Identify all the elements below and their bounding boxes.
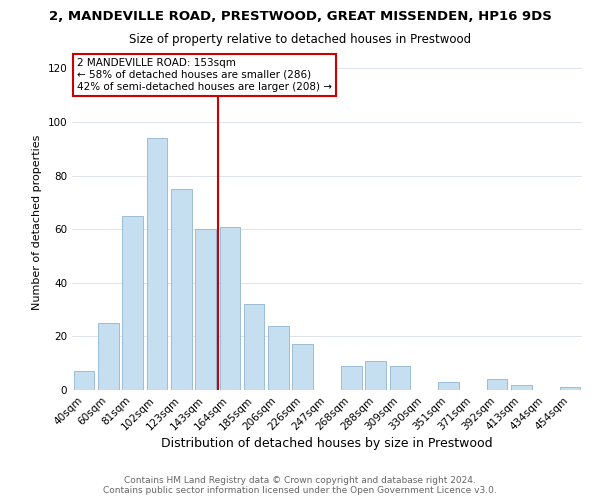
Bar — [341, 366, 362, 390]
Bar — [195, 229, 216, 390]
Bar — [268, 326, 289, 390]
Bar — [389, 366, 410, 390]
Bar — [146, 138, 167, 390]
Bar — [365, 360, 386, 390]
Bar — [511, 384, 532, 390]
Bar — [122, 216, 143, 390]
Y-axis label: Number of detached properties: Number of detached properties — [32, 135, 42, 310]
Text: 2 MANDEVILLE ROAD: 153sqm
← 58% of detached houses are smaller (286)
42% of semi: 2 MANDEVILLE ROAD: 153sqm ← 58% of detac… — [77, 58, 332, 92]
Bar — [560, 388, 580, 390]
Text: Size of property relative to detached houses in Prestwood: Size of property relative to detached ho… — [129, 32, 471, 46]
Bar — [171, 189, 191, 390]
Bar — [292, 344, 313, 390]
Text: Contains HM Land Registry data © Crown copyright and database right 2024.
Contai: Contains HM Land Registry data © Crown c… — [103, 476, 497, 495]
Bar — [438, 382, 459, 390]
Bar — [244, 304, 265, 390]
Bar — [220, 226, 240, 390]
X-axis label: Distribution of detached houses by size in Prestwood: Distribution of detached houses by size … — [161, 438, 493, 450]
Text: 2, MANDEVILLE ROAD, PRESTWOOD, GREAT MISSENDEN, HP16 9DS: 2, MANDEVILLE ROAD, PRESTWOOD, GREAT MIS… — [49, 10, 551, 23]
Bar — [487, 380, 508, 390]
Bar — [74, 371, 94, 390]
Bar — [98, 323, 119, 390]
